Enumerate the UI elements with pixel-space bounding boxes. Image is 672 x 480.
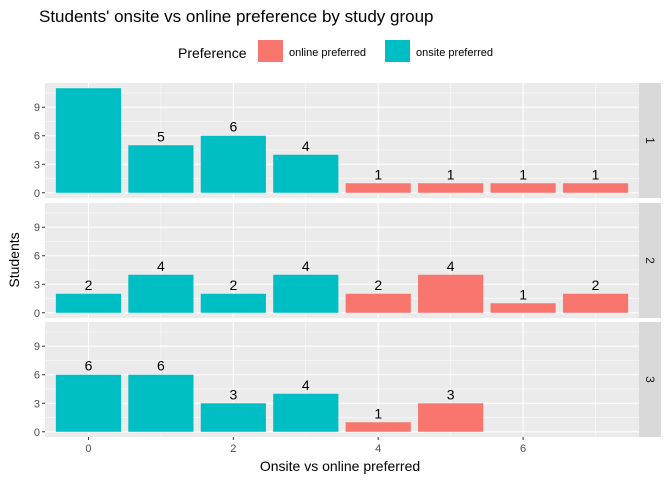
- facet-strip: [639, 322, 661, 437]
- legend-label-online-preferred: online preferred: [289, 47, 366, 59]
- bar: [345, 293, 411, 313]
- x-tick-label: 6: [520, 443, 526, 455]
- bar-value-label: 4: [302, 377, 310, 393]
- x-tick-label: 0: [85, 443, 91, 455]
- bar-value-label: 3: [229, 386, 237, 402]
- bar-value-label: 4: [447, 258, 455, 274]
- panels: 0 3 6 9 5 6 4 1 1 1 1 1 0 3 6 9 2 4 2 4 2 4 1 2 2 0 3 6 9 6 6 3 4 1 3 3: [34, 83, 661, 439]
- bar-value-label: 6: [85, 358, 93, 374]
- bar-value-label: 3: [447, 386, 455, 402]
- bar-value-label: 6: [229, 119, 237, 135]
- x-axis-title: Onsite vs online preferred: [260, 458, 420, 474]
- bar: [200, 135, 266, 193]
- facet-strip: [639, 203, 661, 318]
- bar: [128, 374, 194, 432]
- bar: [418, 403, 484, 432]
- bar-value-label: 6: [157, 358, 165, 374]
- bar-value-label: 2: [592, 277, 600, 293]
- bar: [55, 293, 122, 313]
- bar: [418, 183, 484, 193]
- legend-title: Preference: [178, 45, 247, 61]
- bar-value-label: 2: [374, 277, 382, 293]
- bar-value-label: 2: [229, 277, 237, 293]
- bar: [55, 88, 122, 193]
- facet-strip-label: 3: [643, 376, 657, 383]
- bar: [418, 274, 484, 313]
- y-tick-label: 3: [34, 279, 40, 291]
- bar-value-label: 1: [447, 166, 455, 182]
- bar: [273, 154, 339, 193]
- bar: [345, 183, 411, 193]
- facet-strip-label: 1: [643, 137, 657, 144]
- facet-strip-label: 2: [643, 257, 657, 264]
- bar: [273, 274, 339, 313]
- y-tick-label: 9: [34, 341, 40, 353]
- x-tick-label: 4: [375, 443, 381, 455]
- bar-value-label: 1: [519, 286, 527, 302]
- y-tick-label: 3: [34, 398, 40, 410]
- legend: Preference online preferred onsite prefe…: [178, 40, 493, 62]
- bar: [128, 145, 194, 193]
- bar: [55, 374, 122, 432]
- facet-strip: [639, 83, 661, 198]
- y-tick-label: 6: [34, 370, 40, 382]
- y-tick-label: 6: [34, 251, 40, 263]
- legend-label-onsite-preferred: onsite preferred: [416, 47, 493, 59]
- panel-1: 0 3 6 9 5 6 4 1 1 1 1 1: [34, 83, 661, 200]
- y-tick-label: 0: [34, 427, 40, 439]
- bar: [490, 303, 556, 313]
- bar: [562, 183, 629, 193]
- bar-value-label: 4: [302, 138, 310, 154]
- bar: [345, 422, 411, 432]
- bar-value-label: 4: [302, 258, 310, 274]
- bar: [273, 393, 339, 432]
- bar-value-label: 1: [374, 405, 382, 421]
- chart-title: Students' onsite vs online preference by…: [39, 7, 434, 26]
- y-tick-label: 9: [34, 102, 40, 114]
- bar: [200, 403, 266, 432]
- bar: [200, 293, 266, 313]
- panel-3: 0 3 6 9 6 6 3 4 1 3 3: [34, 322, 661, 439]
- y-tick-label: 9: [34, 222, 40, 234]
- y-tick-label: 3: [34, 159, 40, 171]
- bar: [128, 274, 194, 313]
- bar-value-label: 1: [592, 166, 600, 182]
- y-axis-title: Students: [6, 232, 22, 287]
- y-tick-label: 0: [34, 308, 40, 320]
- bar: [562, 293, 629, 313]
- panel-2: 0 3 6 9 2 4 2 4 2 4 1 2 2: [34, 203, 661, 320]
- x-tick-label: 2: [230, 443, 236, 455]
- x-axis: 0 2 4 6: [85, 437, 526, 455]
- bar-value-label: 1: [374, 166, 382, 182]
- legend-swatch-online-preferred: [258, 40, 283, 62]
- bar-value-label: 5: [157, 128, 165, 144]
- y-tick-label: 6: [34, 131, 40, 143]
- bar: [490, 183, 556, 193]
- bar-value-label: 1: [519, 166, 527, 182]
- legend-swatch-onsite-preferred: [385, 40, 410, 62]
- bar-value-label: 2: [85, 277, 93, 293]
- bar-value-label: 4: [157, 258, 165, 274]
- y-tick-label: 0: [34, 188, 40, 200]
